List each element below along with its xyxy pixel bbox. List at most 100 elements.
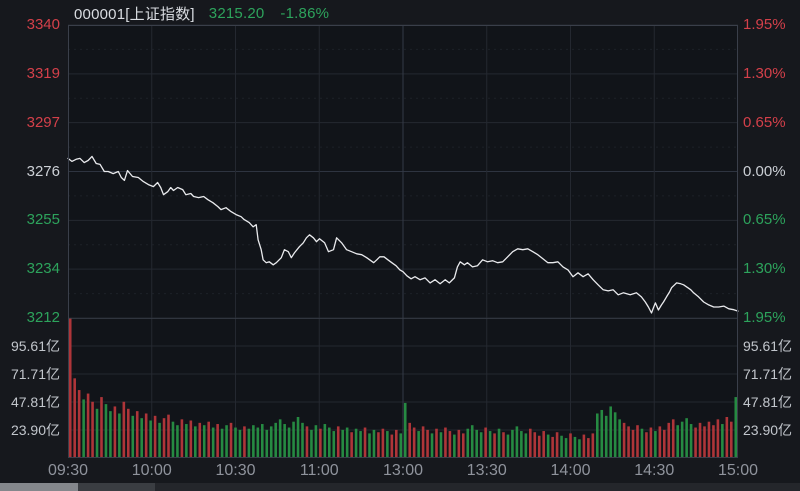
volume-bar (546, 434, 550, 458)
volume-bar (475, 429, 478, 458)
volume-bar (296, 417, 300, 458)
volume-bar (180, 419, 184, 458)
volume-bar (220, 428, 224, 458)
time-axis-label: 14:30 (634, 462, 675, 479)
time-axis-label: 13:30 (466, 462, 507, 479)
volume-bar (82, 399, 85, 458)
volume-bar (444, 427, 447, 458)
pct-axis-label: 0.00% (743, 162, 786, 180)
volume-bar (269, 426, 273, 458)
stock-code-name: 000001[上证指数] (74, 5, 195, 23)
volume-bar (493, 433, 496, 458)
volume-bar (680, 421, 684, 458)
volume-bar (520, 431, 523, 458)
volume-bar (529, 428, 532, 458)
volume-bar (319, 428, 322, 458)
volume-bar (439, 432, 443, 458)
volume-bar (479, 432, 483, 458)
volume-bar (658, 426, 662, 458)
volume-bar (551, 436, 554, 458)
volume-bar (109, 411, 112, 458)
scrollbar-segment (78, 483, 155, 491)
volume-bar (381, 428, 385, 458)
pct-axis-label: 1.95% (743, 16, 786, 33)
pct-axis-label: 1.30% (743, 260, 786, 278)
volume-bar (274, 422, 277, 458)
volume-bar (417, 431, 420, 458)
volume-bar (363, 427, 367, 458)
volume-bar (502, 432, 505, 458)
volume-bar (135, 411, 139, 458)
volume-bar (229, 422, 233, 458)
volume-bar (453, 434, 456, 458)
volume-bar (395, 429, 398, 458)
volume-bars (68, 318, 738, 458)
volume-bar (194, 426, 197, 458)
volume-bar (564, 438, 568, 458)
volume-bar (694, 427, 697, 458)
last-price: 3215.20 (208, 4, 265, 22)
volume-bar (618, 419, 621, 458)
volume-bar (149, 420, 152, 458)
volume-bar (604, 415, 608, 458)
volume-bar (555, 432, 559, 458)
volume-bar (716, 419, 720, 458)
volume-bar (689, 424, 693, 458)
volume-bar (721, 424, 724, 458)
volume-bar (587, 438, 590, 458)
scrollbar-thumb[interactable] (0, 483, 78, 491)
volume-bar (671, 419, 675, 458)
volume-bar (537, 435, 541, 458)
volume-bar (645, 432, 648, 458)
volume-bar (91, 401, 94, 458)
volume-axis-label-right: 23.90亿 (743, 422, 793, 438)
volume-bar (734, 397, 738, 458)
volume-bar (470, 425, 474, 458)
volume-bar (654, 431, 657, 458)
volume-bar (238, 429, 242, 458)
volume-bar (171, 421, 175, 458)
volume-bar (725, 417, 729, 458)
volume-bar (408, 422, 411, 458)
volume-bar (667, 422, 671, 458)
volume-bar (100, 397, 103, 458)
volume-bar (310, 429, 313, 458)
scrollbar-track[interactable] (0, 483, 800, 491)
volume-bar (95, 408, 99, 458)
time-axis-label: 13:00 (382, 462, 424, 479)
volume-bar (663, 429, 666, 458)
volume-axis-label-right: 47.81亿 (743, 393, 793, 410)
volume-bar (730, 421, 733, 458)
volume-bar (113, 406, 117, 458)
volume-bar (511, 429, 514, 458)
volume-bar (712, 425, 715, 458)
volume-axis-label-left: 47.81亿 (10, 393, 60, 410)
volume-bar (703, 426, 706, 458)
volume-bar (569, 433, 572, 458)
volume-axis-label-right: 71.71亿 (743, 365, 793, 382)
volume-bar (609, 406, 612, 458)
volume-bar (533, 432, 537, 458)
grid-lines (68, 24, 738, 458)
time-axis-label: 10:00 (131, 462, 172, 479)
volume-bar (127, 408, 130, 458)
pct-axis-label: 0.65% (743, 113, 786, 131)
volume-bar (676, 425, 679, 458)
volume-bar (399, 433, 403, 458)
price-axis-label: 3234 (26, 260, 60, 278)
volume-bar (386, 431, 389, 458)
volume-bar (278, 419, 282, 458)
volume-bar (350, 432, 353, 458)
volume-bar (256, 427, 260, 458)
volume-bar (287, 427, 291, 458)
volume-bar (403, 402, 407, 458)
price-axis-label: 3212 (26, 309, 60, 326)
volume-bar (640, 428, 644, 458)
volume-bar (707, 421, 711, 458)
volume-bar (162, 418, 166, 458)
volume-bar (198, 422, 202, 458)
volume-bar (234, 427, 237, 458)
pct-axis-label: 1.95% (743, 309, 786, 326)
